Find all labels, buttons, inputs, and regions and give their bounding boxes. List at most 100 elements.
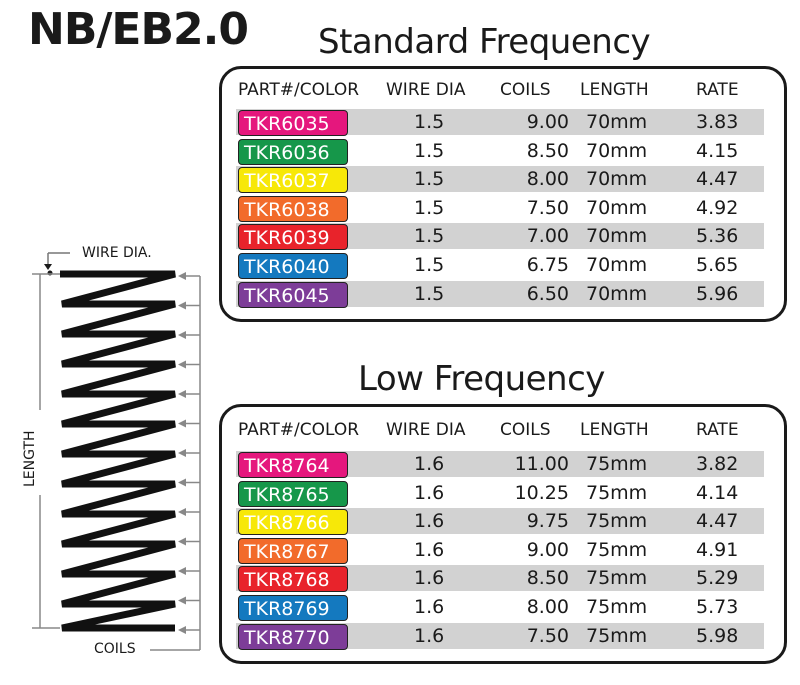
header-coils: COILS xyxy=(500,420,551,440)
wire-dia-value: 1.5 xyxy=(414,111,445,133)
wire-dia-value: 1.6 xyxy=(414,453,445,475)
coils-value: 6.75 xyxy=(526,254,569,276)
coil-arrow-icon xyxy=(178,478,186,487)
header-part-color: PART#/COLOR xyxy=(238,420,360,440)
coils-value: 7.50 xyxy=(526,624,569,647)
part-number: TKR6036 xyxy=(238,138,348,165)
coils-value: 6.50 xyxy=(526,282,569,305)
table-row: TKR6037 1.5 8.00 70mm 4.47 xyxy=(236,166,764,194)
table-row: TKR8770 1.6 7.50 75mm 5.98 xyxy=(236,622,764,650)
length-value: 75mm xyxy=(586,538,648,561)
low-frequency-title: Low Frequency xyxy=(358,359,605,399)
length-value: 75mm xyxy=(586,453,648,475)
rate-value: 5.96 xyxy=(696,282,739,305)
low-frequency-table: PART#/COLOR WIRE DIA COILS LENGTH RATE T… xyxy=(219,404,787,664)
table-row: TKR8765 1.6 10.25 75mm 4.14 xyxy=(236,479,764,507)
coils-value: 8.50 xyxy=(526,567,569,590)
wire-dia-value: 1.6 xyxy=(414,596,445,618)
part-number: TKR6040 xyxy=(238,253,348,279)
header-length: LENGTH xyxy=(580,420,649,440)
spring-coil xyxy=(60,270,176,632)
wire-dia-value: 1.5 xyxy=(414,282,445,305)
table-row: TKR6038 1.5 7.50 70mm 4.92 xyxy=(236,194,764,222)
length-label: LENGTH xyxy=(22,430,38,487)
header-rate: RATE xyxy=(696,420,739,440)
rate-value: 5.36 xyxy=(696,225,739,248)
wire-dia-value: 1.6 xyxy=(414,624,445,647)
coils-value: 9.00 xyxy=(526,538,569,561)
length-value: 70mm xyxy=(586,168,648,191)
rate-value: 5.29 xyxy=(696,567,739,590)
length-value: 70mm xyxy=(586,139,648,162)
rate-value: 4.91 xyxy=(696,538,739,561)
table-row: TKR8768 1.6 8.50 75mm 5.29 xyxy=(236,565,764,593)
coil-arrow-icon xyxy=(178,596,186,605)
table-header: PART#/COLOR WIRE DIA COILS LENGTH RATE xyxy=(236,77,764,103)
coil-arrow-icon xyxy=(178,567,186,575)
table-row: TKR6040 1.5 6.75 70mm 5.65 xyxy=(236,252,764,279)
header-wire-dia: WIRE DIA xyxy=(386,420,466,440)
length-value: 75mm xyxy=(586,481,648,504)
rate-value: 4.15 xyxy=(696,139,739,162)
table-row: TKR8766 1.6 9.75 75mm 4.47 xyxy=(236,508,764,536)
coils-label: COILS xyxy=(94,641,136,657)
coil-arrow-icon xyxy=(178,626,186,634)
rate-value: 5.98 xyxy=(696,624,739,647)
length-value: 75mm xyxy=(586,624,648,647)
coils-value: 9.00 xyxy=(526,111,569,133)
wire-dia-value: 1.6 xyxy=(414,567,445,590)
table-row: TKR6039 1.5 7.00 70mm 5.36 xyxy=(236,223,764,251)
rate-value: 5.73 xyxy=(696,596,739,618)
wire-dia-value: 1.5 xyxy=(414,139,445,162)
part-number: TKR8770 xyxy=(238,623,348,650)
standard-frequency-title: Standard Frequency xyxy=(318,22,651,62)
coil-arrow-icon xyxy=(178,331,186,339)
spring-diagram xyxy=(32,252,201,651)
wire-dia-value: 1.5 xyxy=(414,254,445,276)
length-value: 70mm xyxy=(586,282,648,305)
coils-value: 7.50 xyxy=(526,196,569,219)
length-value: 70mm xyxy=(586,254,648,276)
rate-value: 5.65 xyxy=(696,254,739,276)
header-length: LENGTH xyxy=(580,80,649,100)
coils-value: 8.00 xyxy=(526,168,569,191)
coil-arrow-icon xyxy=(178,390,186,398)
coil-arrow-icon xyxy=(178,419,186,428)
table-row: TKR6045 1.5 6.50 70mm 5.96 xyxy=(236,280,764,308)
table-header: PART#/COLOR WIRE DIA COILS LENGTH RATE xyxy=(236,417,764,443)
part-number: TKR6035 xyxy=(238,110,348,136)
wire-dia-value: 1.6 xyxy=(414,481,445,504)
part-number: TKR8766 xyxy=(238,509,348,536)
rate-value: 4.47 xyxy=(696,168,739,191)
part-number: TKR8768 xyxy=(238,566,348,593)
wire-dia-value: 1.6 xyxy=(414,510,445,533)
table-row: TKR8767 1.6 9.00 75mm 4.91 xyxy=(236,536,764,564)
part-number: TKR8764 xyxy=(238,452,348,478)
part-number: TKR8767 xyxy=(238,537,348,564)
rate-value: 3.82 xyxy=(696,453,739,475)
coil-arrow-icon xyxy=(178,360,186,369)
table-row: TKR8764 1.6 11.00 75mm 3.82 xyxy=(236,451,764,478)
coil-arrow-icon xyxy=(178,508,186,516)
table-row: TKR8769 1.6 8.00 75mm 5.73 xyxy=(236,594,764,621)
coils-value: 8.00 xyxy=(526,596,569,618)
coil-arrow-icon xyxy=(178,301,186,310)
length-value: 75mm xyxy=(586,567,648,590)
header-wire-dia: WIRE DIA xyxy=(386,80,466,100)
standard-frequency-table: PART#/COLOR WIRE DIA COILS LENGTH RATE T… xyxy=(219,66,787,322)
wire-dia-label: WIRE DIA. xyxy=(82,245,152,261)
part-number: TKR6038 xyxy=(238,195,348,222)
coils-value: 7.00 xyxy=(526,225,569,248)
part-number: TKR6037 xyxy=(238,167,348,194)
header-rate: RATE xyxy=(696,80,739,100)
table-row: TKR6035 1.5 9.00 70mm 3.83 xyxy=(236,109,764,136)
page-title: NB/EB2.0 xyxy=(28,4,249,55)
wire-dia-value: 1.5 xyxy=(414,225,445,248)
wire-dia-arrow-icon xyxy=(44,264,52,270)
part-number: TKR8765 xyxy=(238,480,348,507)
coils-value: 10.25 xyxy=(514,481,569,504)
length-value: 75mm xyxy=(586,596,648,618)
coil-arrow-icon xyxy=(178,272,186,280)
rate-value: 4.14 xyxy=(696,481,739,504)
rate-value: 4.92 xyxy=(696,196,739,219)
